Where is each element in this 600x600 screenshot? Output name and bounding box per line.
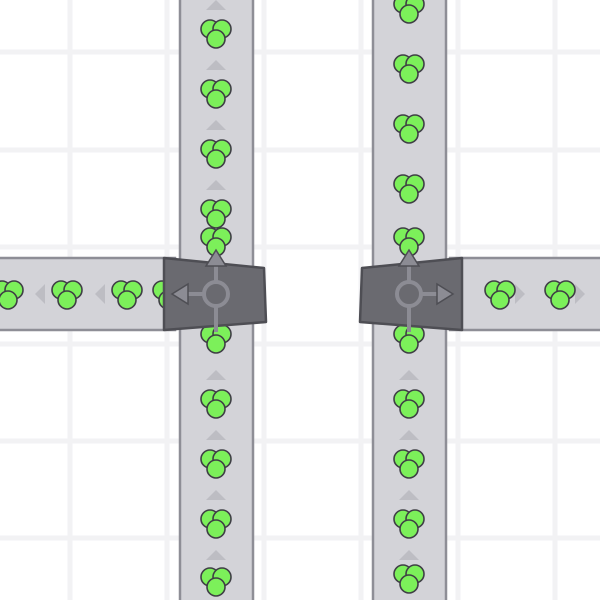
- green-item: [200, 567, 232, 597]
- green-item: [200, 19, 232, 49]
- green-item: [200, 389, 232, 419]
- green-item: [484, 280, 516, 310]
- splitter-right[interactable]: [358, 248, 464, 332]
- splitter-left[interactable]: [162, 248, 268, 332]
- green-item: [200, 227, 232, 257]
- green-item: [393, 509, 425, 539]
- green-item: [393, 389, 425, 419]
- belt-arrow-icon: [399, 550, 419, 560]
- belt-arrow-icon: [35, 284, 45, 304]
- horizontal-belt-left[interactable]: [0, 256, 177, 332]
- belt-arrow-icon: [206, 430, 226, 440]
- green-item: [393, 54, 425, 84]
- green-item: [0, 280, 24, 310]
- belt-arrow-icon: [399, 490, 419, 500]
- belt-arrow-icon: [206, 180, 226, 190]
- belt-arrow-icon: [95, 284, 105, 304]
- splitter-right-icon: [395, 248, 455, 332]
- green-item: [200, 509, 232, 539]
- green-item: [200, 79, 232, 109]
- belt-arrow-icon: [206, 120, 226, 130]
- green-item: [111, 280, 143, 310]
- splitter-left-icon: [170, 248, 230, 332]
- splitters: [162, 248, 464, 332]
- green-item: [544, 280, 576, 310]
- green-item: [200, 449, 232, 479]
- belt-arrow-icon: [206, 370, 226, 380]
- belt-arrow-icon: [206, 490, 226, 500]
- belt-arrow-icon: [206, 0, 226, 10]
- green-item: [393, 324, 425, 354]
- belt-arrow-icon: [575, 284, 585, 304]
- green-item: [393, 449, 425, 479]
- belt-arrow-icon: [206, 60, 226, 70]
- green-item: [393, 564, 425, 594]
- belt-arrow-icon: [399, 370, 419, 380]
- green-item: [200, 139, 232, 169]
- green-item: [51, 280, 83, 310]
- belt-arrow-icon: [515, 284, 525, 304]
- splitter-body: [162, 256, 268, 332]
- belt-arrow-icon: [206, 550, 226, 560]
- belt-arrow-icon: [399, 430, 419, 440]
- green-item: [393, 0, 425, 24]
- green-item: [393, 114, 425, 144]
- splitter-body: [358, 256, 464, 332]
- green-item: [393, 174, 425, 204]
- green-item: [200, 199, 232, 229]
